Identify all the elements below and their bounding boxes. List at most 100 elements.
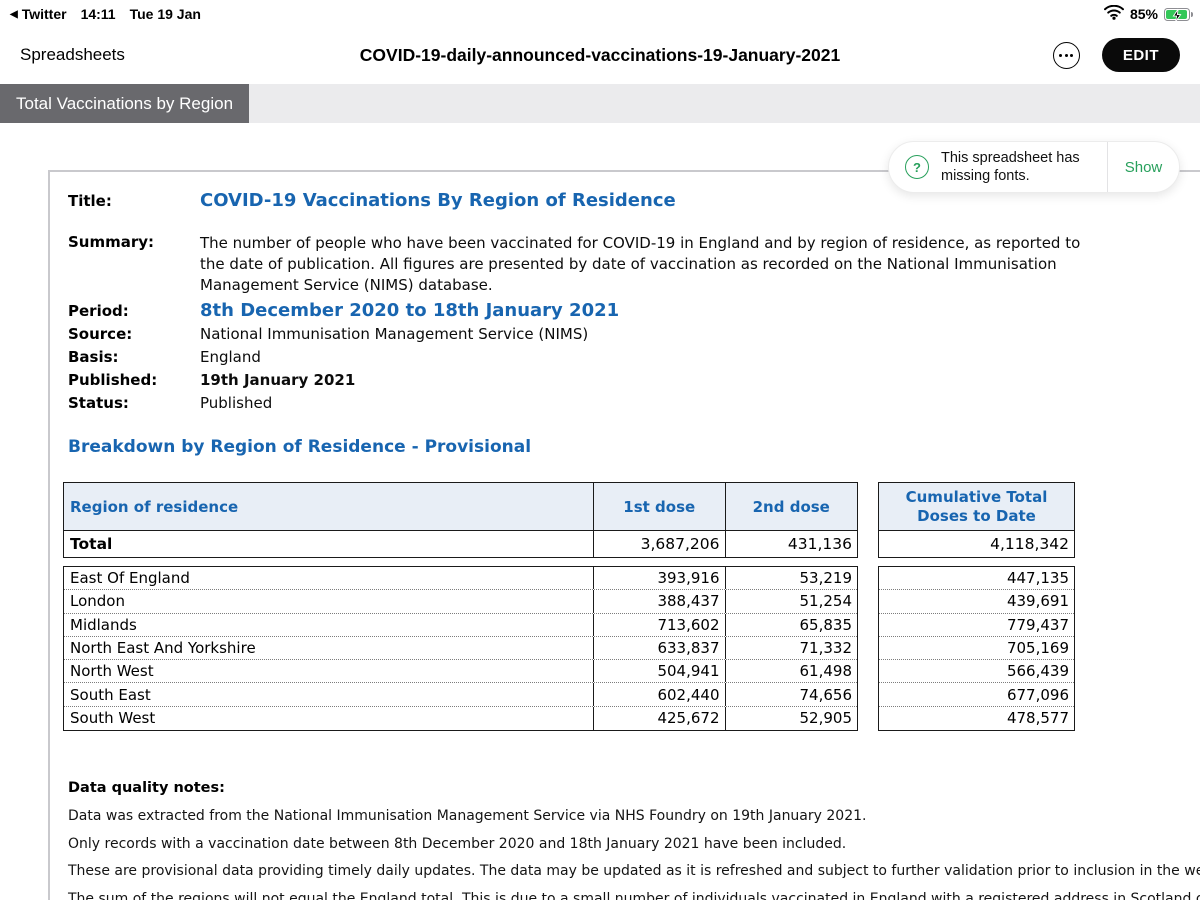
cell-cumulative: 439,691 — [1006, 592, 1069, 611]
total-2nd-dose: 431,136 — [787, 535, 852, 553]
cell-1st-dose: 425,672 — [594, 706, 726, 731]
basis-label: Basis: — [68, 348, 119, 366]
cell-2nd-dose: 61,498 — [799, 662, 853, 681]
cumulative-header-row: Cumulative Total Doses to Date — [878, 482, 1075, 531]
cell-2nd-dose: 74,656 — [799, 685, 853, 704]
cumulative-total-table: Cumulative Total Doses to Date 4,118,342… — [878, 482, 1075, 732]
total-label: Total — [64, 531, 594, 557]
cell-region: North East And Yorkshire — [64, 636, 594, 660]
battery-percent: 85% — [1129, 6, 1158, 22]
cell-region: East Of England — [64, 567, 594, 590]
question-circle-icon: ? — [905, 155, 929, 179]
period-value: 8th December 2020 to 18th January 2021 — [200, 300, 620, 321]
summary-value: The number of people who have been vacci… — [200, 234, 1081, 294]
cumulative-total-row: 4,118,342 — [878, 531, 1075, 558]
basis-value: England — [200, 348, 261, 366]
cell-1st-dose: 602,440 — [594, 683, 726, 706]
cell-1st-dose: 388,437 — [594, 590, 726, 613]
cell-region: South East — [64, 683, 594, 706]
metadata-block: Title: COVID-19 Vaccinations By Region o… — [68, 190, 1092, 457]
table-row[interactable]: 566,439 — [879, 660, 1074, 684]
header-2nd-dose: 2nd dose — [752, 497, 830, 516]
data-quality-notes: Data quality notes: Data was extracted f… — [68, 780, 1200, 900]
source-value: National Immunisation Management Service… — [200, 325, 589, 343]
table-row[interactable]: South West 425,672 52,905 — [64, 706, 857, 731]
wifi-icon — [1103, 4, 1124, 23]
cell-cumulative: 705,169 — [1006, 639, 1069, 658]
published-value: 19th January 2021 — [200, 371, 356, 389]
back-app-name: Twitter — [21, 6, 67, 22]
cell-cumulative: 677,096 — [1006, 685, 1069, 704]
cell-cumulative: 447,135 — [1006, 569, 1069, 588]
nav-bar: COVID-19-daily-announced-vaccinations-19… — [0, 28, 1200, 82]
table-row[interactable]: 439,691 — [879, 590, 1074, 614]
cell-cumulative: 779,437 — [1006, 615, 1069, 634]
cell-region: London — [64, 590, 594, 613]
cell-2nd-dose: 53,219 — [799, 569, 853, 588]
table-row[interactable]: Midlands 713,602 65,835 — [64, 613, 857, 637]
cell-2nd-dose: 65,835 — [799, 615, 853, 634]
table-row[interactable]: London 388,437 51,254 — [64, 590, 857, 614]
cell-2nd-dose: 51,254 — [799, 592, 853, 611]
table-row[interactable]: North East And Yorkshire 633,837 71,332 — [64, 636, 857, 661]
summary-label: Summary: — [68, 233, 155, 251]
status-value: Published — [200, 394, 273, 412]
table-row[interactable]: 447,135 — [879, 567, 1074, 591]
cell-region: North West — [64, 660, 594, 683]
show-fonts-button[interactable]: Show — [1124, 158, 1163, 176]
status-bar: ◀ Twitter 14:11 Tue 19 Jan 85% — [0, 0, 1200, 28]
tab-total-vaccinations-by-region[interactable]: Total Vaccinations by Region — [0, 84, 250, 123]
cell-cumulative: 566,439 — [1006, 662, 1069, 681]
note-line: Only records with a vaccination date bet… — [68, 835, 847, 852]
table-row[interactable]: 705,169 — [879, 637, 1074, 661]
edit-button[interactable]: EDIT — [1101, 38, 1180, 72]
cell-1st-dose: 633,837 — [594, 636, 726, 660]
total-cumulative: 4,118,342 — [990, 535, 1069, 553]
document-title: COVID-19-daily-announced-vaccinations-19… — [359, 44, 841, 65]
cumulative-rows: 447,135 439,691 779,437 705,169 566,439 … — [878, 566, 1075, 732]
table-row[interactable]: 478,577 — [879, 707, 1074, 730]
table-row[interactable]: 677,096 — [879, 683, 1074, 707]
clock-time: 14:11 — [80, 6, 116, 22]
source-label: Source: — [68, 325, 133, 343]
total-row: Total 3,687,206 431,136 — [63, 531, 858, 558]
toast-message: This spreadsheet has missing fonts. — [941, 150, 1080, 184]
sheet-tab-bar: Total Vaccinations by Region — [0, 84, 1200, 123]
title-value: COVID-19 Vaccinations By Region of Resid… — [200, 190, 676, 211]
back-to-app-indicator[interactable]: ◀ Twitter — [10, 6, 67, 22]
header-region: Region of residence — [64, 483, 594, 530]
table-row[interactable]: 779,437 — [879, 614, 1074, 637]
more-options-icon[interactable] — [1052, 41, 1080, 69]
clock-date: Tue 19 Jan — [129, 6, 201, 22]
cell-region: Midlands — [64, 613, 594, 636]
status-label: Status: — [68, 394, 129, 412]
cell-1st-dose: 504,941 — [594, 660, 726, 683]
header-1st-dose: 1st dose — [594, 483, 726, 530]
table-row[interactable]: East Of England 393,916 53,219 — [64, 567, 857, 591]
period-label: Period: — [68, 302, 129, 320]
notes-heading: Data quality notes: — [68, 780, 225, 796]
note-line: These are provisional data providing tim… — [68, 863, 1200, 879]
cell-1st-dose: 393,916 — [594, 567, 726, 590]
section-heading: Breakdown by Region of Residence - Provi… — [68, 437, 532, 457]
cell-1st-dose: 713,602 — [594, 613, 726, 636]
battery-charging-icon — [1164, 7, 1193, 22]
cell-2nd-dose: 52,905 — [799, 709, 853, 728]
header-cumulative: Cumulative Total Doses to Date — [905, 487, 1048, 525]
published-label: Published: — [68, 371, 158, 389]
cell-cumulative: 478,577 — [1006, 709, 1069, 728]
note-line: Data was extracted from the National Imm… — [68, 808, 867, 824]
missing-fonts-toast: ? This spreadsheet has missing fonts. Sh… — [888, 141, 1180, 193]
note-line: The sum of the regions will not equal th… — [68, 890, 1200, 900]
spreadsheets-back-button[interactable]: Spreadsheets — [20, 45, 125, 64]
back-triangle-icon: ◀ — [10, 8, 18, 20]
total-1st-dose: 3,687,206 — [594, 531, 726, 557]
toast-divider — [1107, 142, 1108, 192]
cell-2nd-dose: 71,332 — [799, 639, 853, 658]
region-doses-table: Region of residence 1st dose 2nd dose To… — [63, 482, 858, 732]
table-header-row: Region of residence 1st dose 2nd dose — [63, 482, 858, 531]
table-row[interactable]: North West 504,941 61,498 — [64, 660, 857, 684]
table-row[interactable]: South East 602,440 74,656 — [64, 683, 857, 707]
title-label: Title: — [68, 192, 112, 210]
